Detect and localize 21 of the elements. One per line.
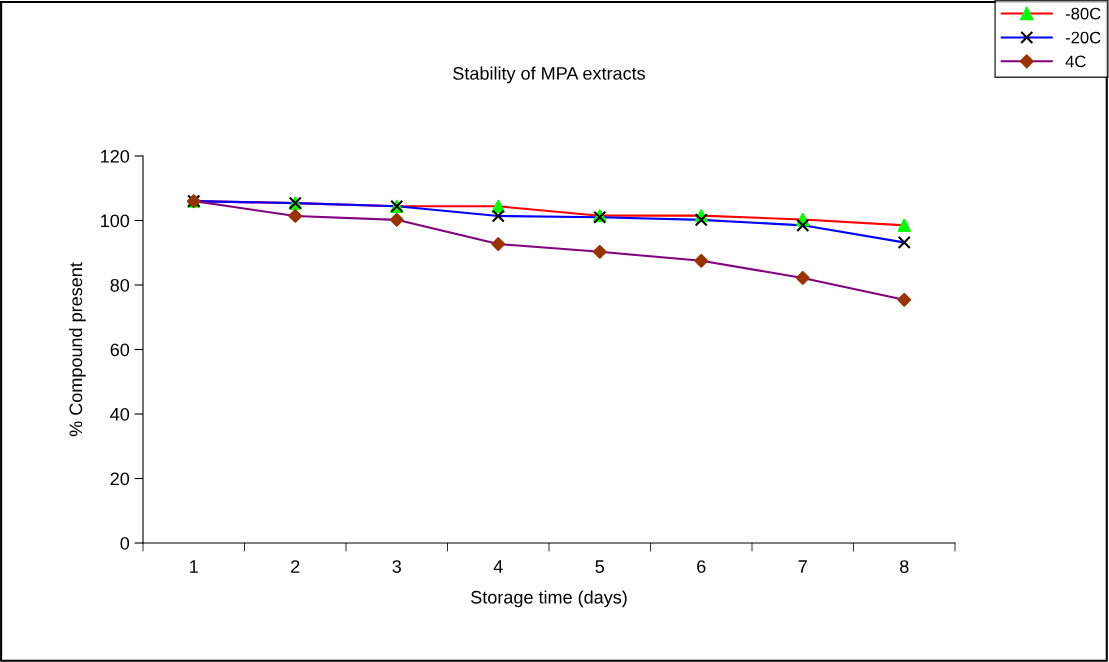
x-tick-label: 4 (493, 560, 503, 573)
chart-title: Stability of MPA extracts (453, 66, 646, 84)
y-tick-label: 40 (110, 407, 130, 421)
x-tick-label: 6 (697, 560, 706, 573)
y-tick-label: 120 (101, 149, 130, 163)
x-tick-label: 5 (595, 560, 605, 573)
y-tick-label: 80 (110, 278, 130, 292)
y-tick-label: 60 (110, 343, 130, 357)
x-tick-label: 3 (392, 560, 401, 573)
x-tick-label: 1 (190, 560, 198, 573)
x-tick-label: 7 (798, 560, 807, 573)
y-tick-label: 100 (101, 214, 130, 228)
legend-label: -20C (1065, 31, 1101, 44)
x-tick-label: 2 (291, 560, 300, 573)
y-tick-label: 20 (110, 472, 130, 486)
x-axis-title: Storage time (days) (471, 590, 627, 608)
x-tick-label: 8 (900, 560, 909, 573)
y-axis-title: % Compound present (68, 262, 86, 437)
legend-label: 4C (1065, 55, 1086, 68)
legend-label: -80C (1065, 7, 1101, 20)
y-tick-label: 0 (120, 536, 130, 550)
